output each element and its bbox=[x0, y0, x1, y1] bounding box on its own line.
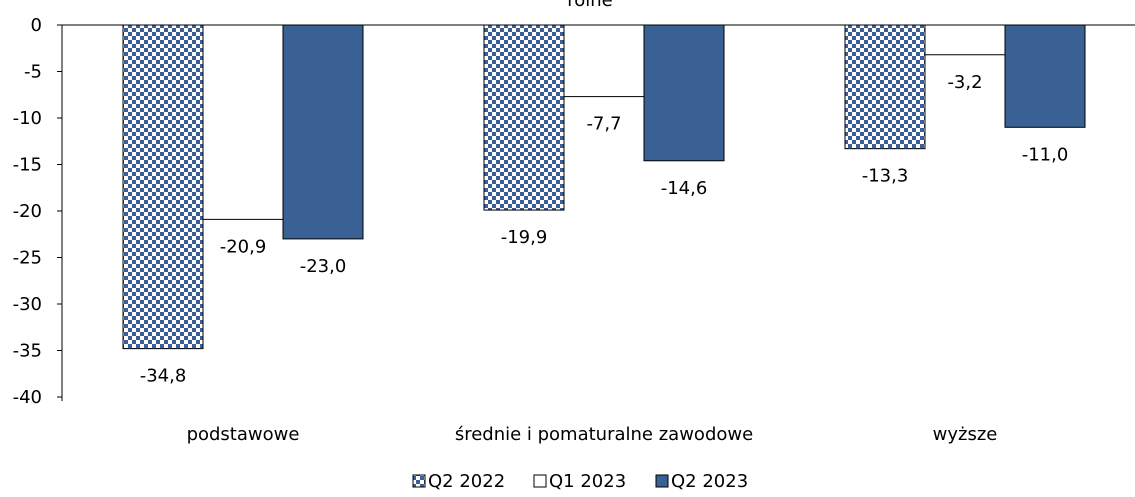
bar-q2-2023-1 bbox=[643, 24, 725, 162]
y-tick-label: -15 bbox=[13, 155, 42, 176]
data-label: -19,9 bbox=[501, 227, 548, 248]
data-label: -3,2 bbox=[947, 72, 982, 93]
data-label: -23,0 bbox=[300, 256, 347, 277]
y-tick-label: -5 bbox=[24, 62, 42, 83]
bar-q2-2022-0 bbox=[122, 24, 204, 350]
bar-q2-2023-2 bbox=[1004, 24, 1086, 128]
data-label: -7,7 bbox=[586, 114, 621, 135]
legend-swatch bbox=[412, 474, 426, 488]
y-tick-label: -20 bbox=[13, 201, 42, 222]
bar-q1-2023-1 bbox=[563, 24, 645, 98]
legend-label: Q2 2022 bbox=[428, 471, 505, 492]
legend: Q2 2022 Q1 2023 Q2 2023 bbox=[412, 471, 748, 492]
data-label: -13,3 bbox=[862, 166, 909, 187]
legend-swatch bbox=[533, 474, 547, 488]
bar-q2-2022-1 bbox=[483, 24, 565, 211]
data-labels: -34,8 -20,9 -23,0 -19,9 -7,7 -14,6 -13,3 -3,2 -1… bbox=[140, 72, 1069, 387]
y-tick-label: 0 bbox=[31, 15, 42, 36]
y-tick-label: -25 bbox=[13, 248, 42, 269]
chart-title: rolne bbox=[567, 0, 613, 11]
legend-label: Q1 2023 bbox=[549, 471, 626, 492]
y-axis: 0 -5 -10 -15 -20 -25 -30 -35 -40 bbox=[13, 15, 63, 408]
bars bbox=[122, 24, 1086, 350]
bar-q1-2023-2 bbox=[924, 24, 1006, 56]
data-label: -34,8 bbox=[140, 366, 187, 387]
data-label: -11,0 bbox=[1022, 144, 1069, 165]
bar-q2-2022-2 bbox=[844, 24, 926, 150]
legend-swatch bbox=[655, 474, 669, 488]
bar-q1-2023-0 bbox=[202, 24, 284, 220]
y-tick-label: -40 bbox=[13, 387, 42, 408]
x-tick-label: wyższe bbox=[933, 424, 998, 445]
x-tick-label: średnie i pomaturalne zawodowe bbox=[455, 424, 753, 445]
data-label: -14,6 bbox=[661, 178, 708, 199]
data-label: -20,9 bbox=[220, 236, 267, 257]
y-tick-label: -30 bbox=[13, 294, 42, 315]
x-tick-label: podstawowe bbox=[187, 424, 300, 445]
y-tick-label: -10 bbox=[13, 108, 42, 129]
y-tick-label: -35 bbox=[13, 341, 42, 362]
bar-q2-2023-0 bbox=[282, 24, 364, 240]
legend-label: Q2 2023 bbox=[671, 471, 748, 492]
